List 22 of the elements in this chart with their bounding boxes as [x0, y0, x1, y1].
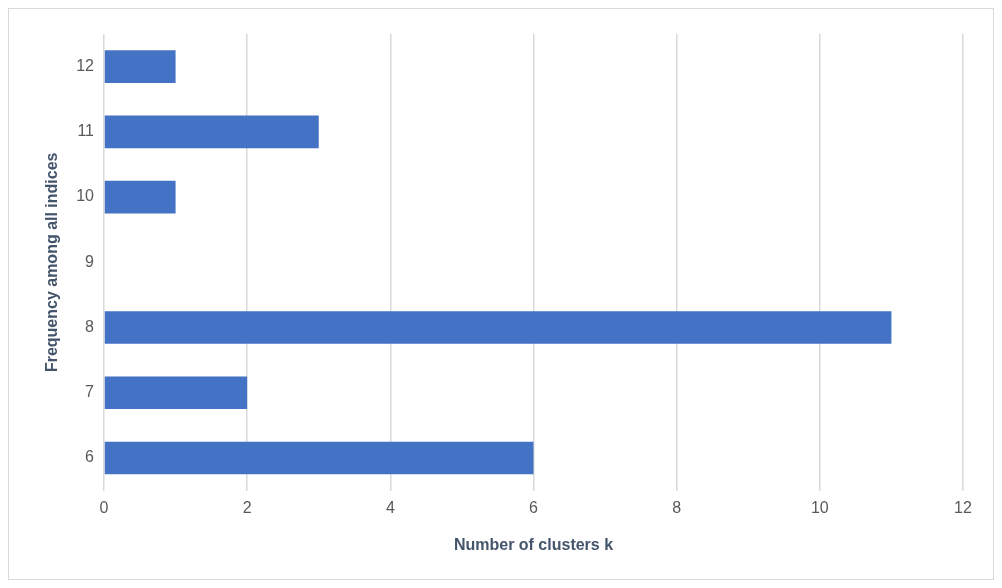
y-tick-label: 8	[85, 317, 95, 335]
y-tick-label: 12	[76, 57, 95, 75]
y-tick-label: 9	[85, 252, 95, 270]
y-tick-label: 7	[85, 383, 95, 401]
bar	[104, 311, 892, 344]
bar	[104, 115, 319, 149]
x-tick-label: 6	[529, 498, 539, 516]
x-tick-label: 4	[385, 498, 395, 516]
x-tick-label: 10	[810, 498, 829, 516]
y-tick-label: 11	[77, 122, 95, 140]
y-axis-title: Frequency among all indices	[43, 152, 61, 373]
x-tick-label: 8	[672, 498, 682, 516]
bar	[104, 50, 176, 83]
y-tick-label: 10	[76, 187, 95, 205]
x-axis-title: Number of clusters k	[453, 535, 614, 553]
y-tick-label: 6	[85, 448, 95, 466]
x-tick-label: 2	[242, 498, 252, 516]
x-tick-label: 0	[99, 498, 109, 516]
bar	[104, 376, 248, 410]
bar	[104, 180, 176, 214]
x-tick-label: 12	[954, 498, 972, 516]
bar	[104, 441, 534, 475]
